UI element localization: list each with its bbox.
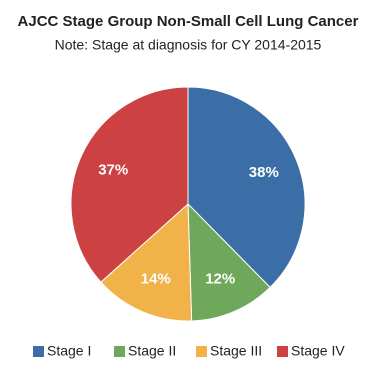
chart-subtitle: Note: Stage at diagnosis for CY 2014-201…: [55, 37, 322, 53]
data-label: 14%: [141, 270, 171, 287]
chart-title: AJCC Stage Group Non-Small Cell Lung Can…: [18, 13, 359, 30]
data-label: 12%: [205, 270, 235, 287]
legend-label: Stage I: [47, 343, 91, 359]
legend-swatch: [277, 346, 288, 357]
legend-label: Stage IV: [291, 343, 345, 359]
data-label: 38%: [249, 164, 279, 181]
pie-slice: [70, 86, 189, 283]
pie-slice: [187, 86, 306, 289]
legend-label: Stage II: [128, 343, 176, 359]
legend-swatch: [196, 346, 207, 357]
legend-label: Stage III: [210, 343, 262, 359]
pie-slice: [187, 202, 271, 322]
pie-slice: [100, 202, 193, 322]
data-label: 37%: [98, 162, 128, 179]
legend-swatch: [33, 346, 44, 357]
legend-swatch: [114, 346, 125, 357]
